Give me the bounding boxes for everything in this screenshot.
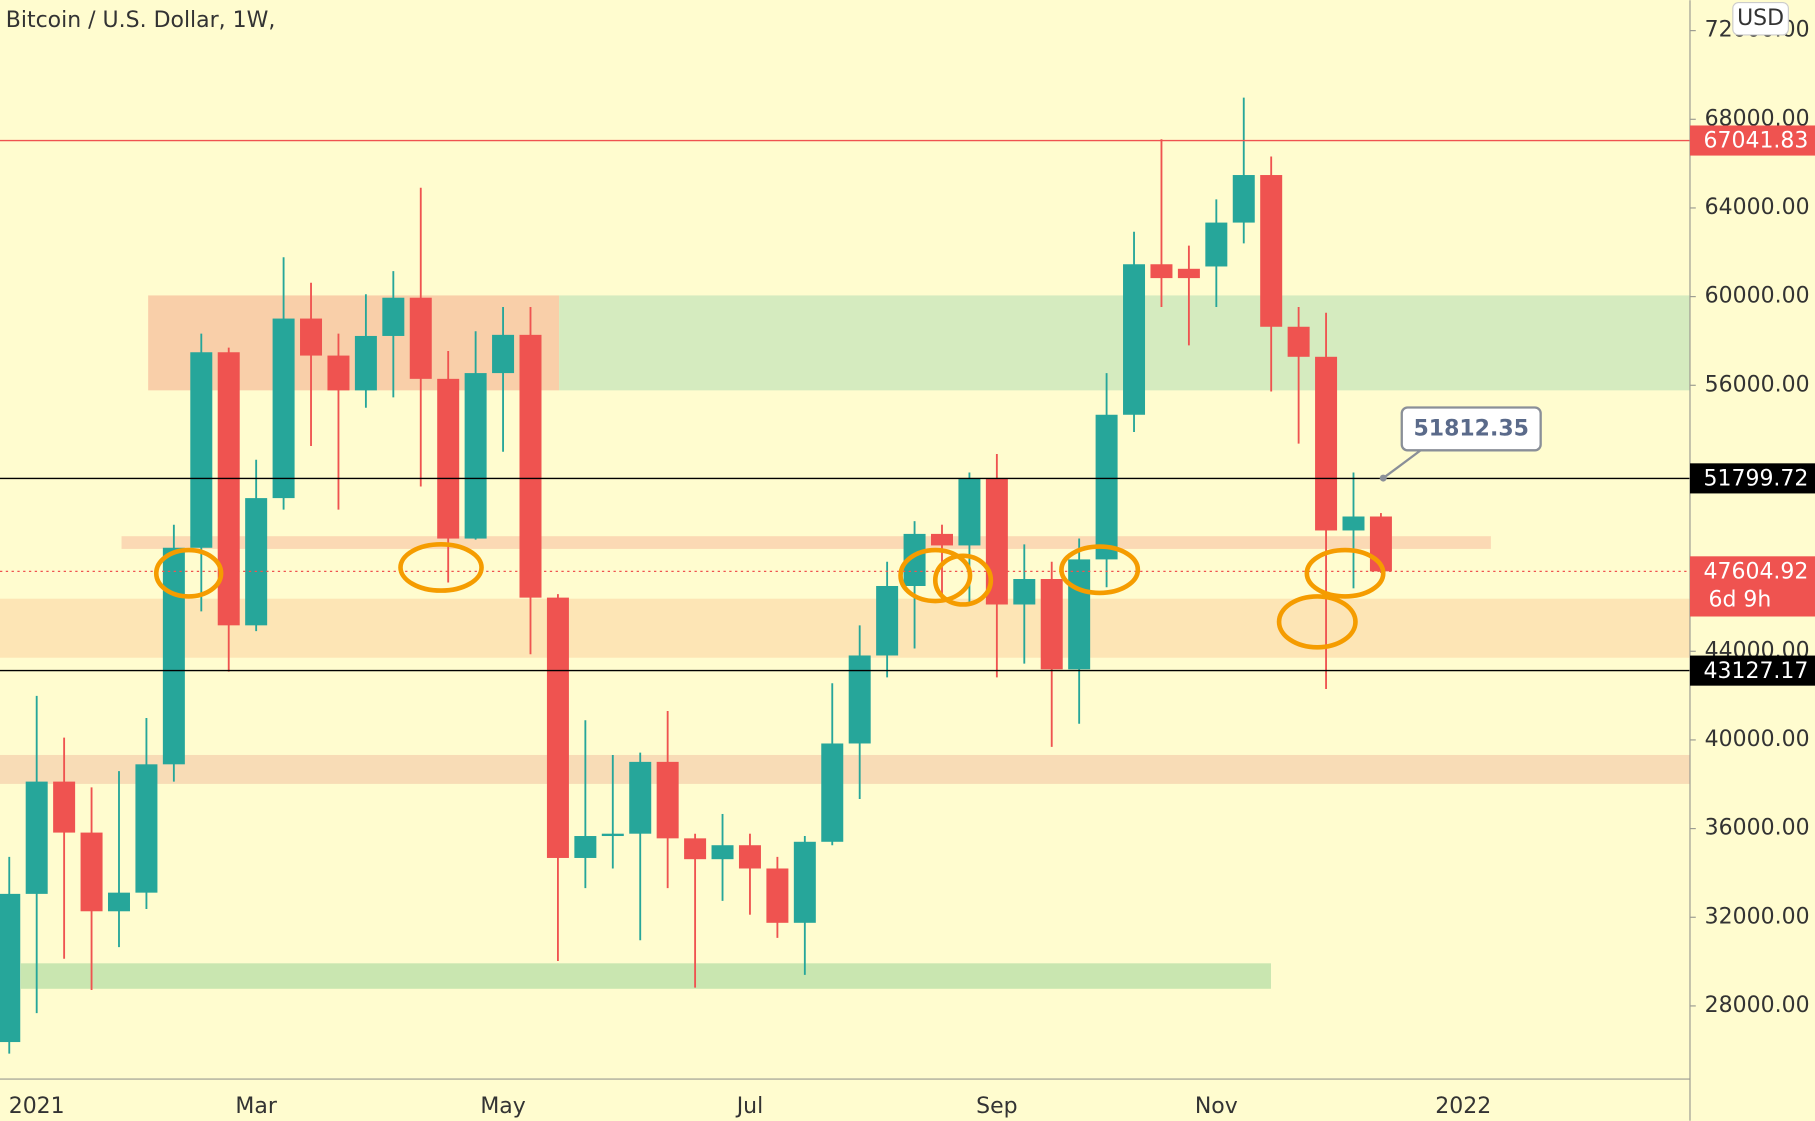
x-tick-label: Mar — [235, 1094, 277, 1119]
supply-zone — [148, 295, 560, 391]
candle-body — [876, 585, 899, 656]
zones — [0, 295, 1690, 989]
x-tick-label: Jul — [735, 1094, 764, 1119]
candle-body — [53, 781, 76, 833]
y-tick-label: 32000.00 — [1705, 904, 1810, 929]
circle-annotation — [153, 547, 224, 599]
candles — [0, 97, 1690, 1054]
y-tick-label: 36000.00 — [1705, 816, 1810, 841]
y-tick-label: 56000.00 — [1705, 372, 1810, 397]
price-tag-label: 43127.17 — [1704, 659, 1809, 684]
candle-body — [711, 845, 734, 860]
candle-body — [272, 318, 295, 499]
price-tag-label: 51799.72 — [1704, 467, 1809, 492]
price-tag — [1689, 556, 1815, 617]
annotations — [153, 541, 1386, 650]
zone — [121, 536, 1491, 549]
candle-body — [327, 355, 350, 391]
circle-annotation — [1304, 547, 1386, 599]
callout-point — [1379, 474, 1387, 482]
candle-body — [382, 297, 405, 336]
x-tick-label: 2022 — [1435, 1094, 1491, 1119]
candle-body — [1095, 414, 1118, 560]
chart-title: Bitcoin / U.S. Dollar, 1W, — [6, 8, 276, 33]
price-tag — [1689, 125, 1815, 156]
candle-body — [1150, 264, 1173, 279]
candle-body — [629, 761, 652, 834]
candle-body — [793, 841, 816, 923]
candle-body — [766, 868, 789, 923]
candle-body — [1205, 222, 1228, 267]
candle-body — [1013, 579, 1036, 605]
y-tick-label: 28000.00 — [1705, 993, 1810, 1018]
circle-annotation — [398, 541, 484, 593]
candle-body — [958, 478, 981, 546]
candle-body — [574, 836, 597, 858]
price-tag-label: 67041.83 — [1704, 129, 1809, 154]
candle-body — [546, 597, 569, 858]
currency-button[interactable] — [1732, 1, 1789, 36]
candle-body — [1177, 268, 1200, 279]
candle-body — [903, 533, 926, 586]
x-tick-label: May — [480, 1094, 525, 1119]
candle-body — [245, 498, 268, 626]
candle-body — [217, 352, 240, 626]
candle-body — [437, 378, 460, 539]
candle-body — [25, 781, 48, 894]
candle-body — [162, 547, 185, 765]
zone — [20, 963, 1271, 989]
candle-body — [930, 533, 953, 546]
price-tag-label: 47604.92 — [1704, 560, 1809, 585]
y-tick-label: 40000.00 — [1705, 727, 1810, 752]
candle-body — [464, 373, 487, 539]
zone — [0, 754, 1690, 784]
y-tick-label: 60000.00 — [1705, 284, 1810, 309]
callout-pointer — [1382, 447, 1425, 480]
callout-box — [1400, 406, 1542, 452]
price-tag — [1689, 655, 1815, 686]
circle-annotation — [1059, 544, 1141, 596]
y-tick-label: 64000.00 — [1705, 195, 1810, 220]
candle-body — [80, 832, 103, 912]
candle-body — [0, 893, 21, 1043]
price-tag — [1689, 463, 1815, 494]
candle-body — [821, 743, 844, 842]
candle-body — [656, 761, 679, 839]
x-tick-label: 2021 — [9, 1094, 65, 1119]
candle-body — [1123, 264, 1146, 415]
candle-body — [1068, 559, 1091, 670]
x-tick-label: Nov — [1195, 1094, 1238, 1119]
candle-body — [684, 838, 707, 860]
candle-body — [190, 352, 213, 548]
x-tick-label: Sep — [976, 1094, 1017, 1119]
candle-body — [601, 833, 624, 837]
candle-body — [1287, 326, 1310, 357]
candle-body — [354, 335, 377, 391]
candle-body — [848, 655, 871, 744]
circle-annotation — [1276, 594, 1358, 650]
candle-body — [1315, 356, 1338, 531]
candle-body — [107, 892, 130, 912]
candle-body — [1342, 516, 1365, 531]
circle-annotation — [932, 553, 994, 607]
candle-body — [1040, 579, 1063, 670]
circle-annotation — [898, 547, 973, 604]
candle-body — [409, 297, 432, 379]
countdown: 6d 9h — [1709, 587, 1772, 612]
candle-body — [519, 334, 542, 598]
candle-body — [135, 764, 158, 893]
candle-body — [738, 845, 761, 869]
callout-label: 51812.35 — [1413, 416, 1528, 441]
zone — [0, 598, 1690, 658]
candle-body — [492, 334, 515, 374]
candle-body — [1232, 175, 1255, 223]
currency[interactable]: USD — [1737, 6, 1784, 31]
candle-body — [1260, 175, 1283, 327]
candle-body — [300, 318, 323, 356]
